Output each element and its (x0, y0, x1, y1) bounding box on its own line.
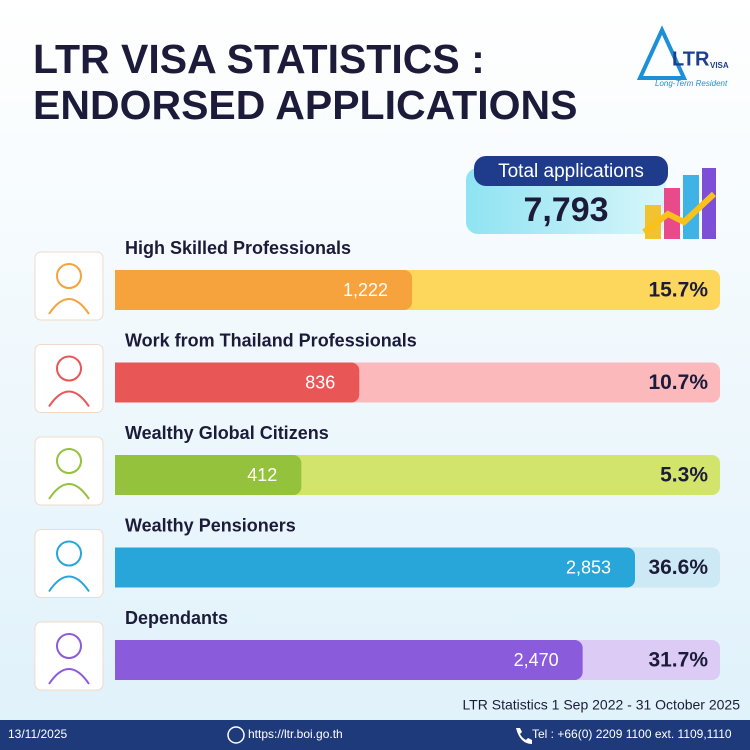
category-label: Wealthy Global Citizens (125, 423, 329, 443)
bar-cap (115, 362, 125, 403)
icon-bar (702, 168, 716, 239)
bar (115, 640, 583, 680)
category-label: High Skilled Professionals (125, 238, 351, 258)
logo-tagline: Long-Term Resident (655, 79, 728, 88)
share-label: 10.7% (648, 371, 708, 394)
icon-figure (56, 633, 82, 659)
icon-figure (56, 540, 82, 567)
icon-figure (48, 668, 90, 685)
icon-figure (48, 575, 90, 593)
footer-url: https://ltr.boi.go.th (248, 727, 343, 741)
value-label: 2,470 (514, 650, 559, 670)
value-label: 1,222 (343, 280, 388, 300)
category-label: Wealthy Pensioners (125, 515, 296, 535)
title-line: LTR VISA STATISTICS : (33, 36, 485, 82)
icon-box (34, 436, 104, 506)
value-label: 836 (305, 372, 335, 392)
value-label: 412 (247, 465, 277, 485)
total-value: 7,793 (523, 191, 608, 229)
chart-icon (642, 168, 717, 239)
footer-bar (0, 720, 750, 750)
bar (115, 362, 360, 403)
title-line: ENDORSED APPLICATIONS (33, 82, 577, 128)
logo-mark: LTR (672, 48, 710, 70)
globe-icon (227, 726, 245, 744)
logo-sub: VISA (710, 61, 729, 70)
icon-box (34, 529, 104, 598)
footer-date: 13/11/2025 (8, 727, 67, 741)
icon-figure (48, 298, 90, 315)
icon-arrow (642, 191, 717, 235)
logo-shape (636, 25, 688, 80)
icon-figure (48, 390, 90, 408)
bar (115, 547, 635, 588)
logo: LTR VISA Long-Term Resident (636, 25, 729, 88)
icon-box (34, 251, 104, 321)
bar (115, 270, 413, 310)
share-label: 15.7% (648, 279, 708, 302)
category-label: Work from Thailand Professionals (125, 330, 417, 350)
bar-cap (115, 547, 125, 588)
icon-figure (48, 483, 90, 500)
category-label: Dependants (125, 608, 228, 628)
icon-figure (56, 263, 82, 289)
bar (115, 455, 302, 495)
source-note: LTR Statistics 1 Sep 2022 - 31 October 2… (462, 697, 740, 713)
bar-cap (115, 640, 125, 680)
bar-cap (115, 270, 125, 310)
total-pill (474, 156, 668, 186)
icon-box (34, 621, 104, 691)
bar-cap (115, 455, 125, 495)
icon-figure (56, 448, 82, 474)
share-label: 5.3% (660, 464, 708, 487)
phone-icon (516, 728, 532, 744)
share-label: 36.6% (648, 556, 708, 579)
total-title: Total applications (498, 161, 644, 182)
share-label: 31.7% (648, 649, 708, 672)
total-box: Total applications 7,793 (466, 156, 668, 234)
icon-figure (56, 355, 82, 382)
value-label: 2,853 (566, 557, 611, 577)
footer-tel: Tel : +66(0) 2209 1100 ext. 1109,1110 (532, 727, 732, 741)
icon-box (34, 344, 104, 413)
